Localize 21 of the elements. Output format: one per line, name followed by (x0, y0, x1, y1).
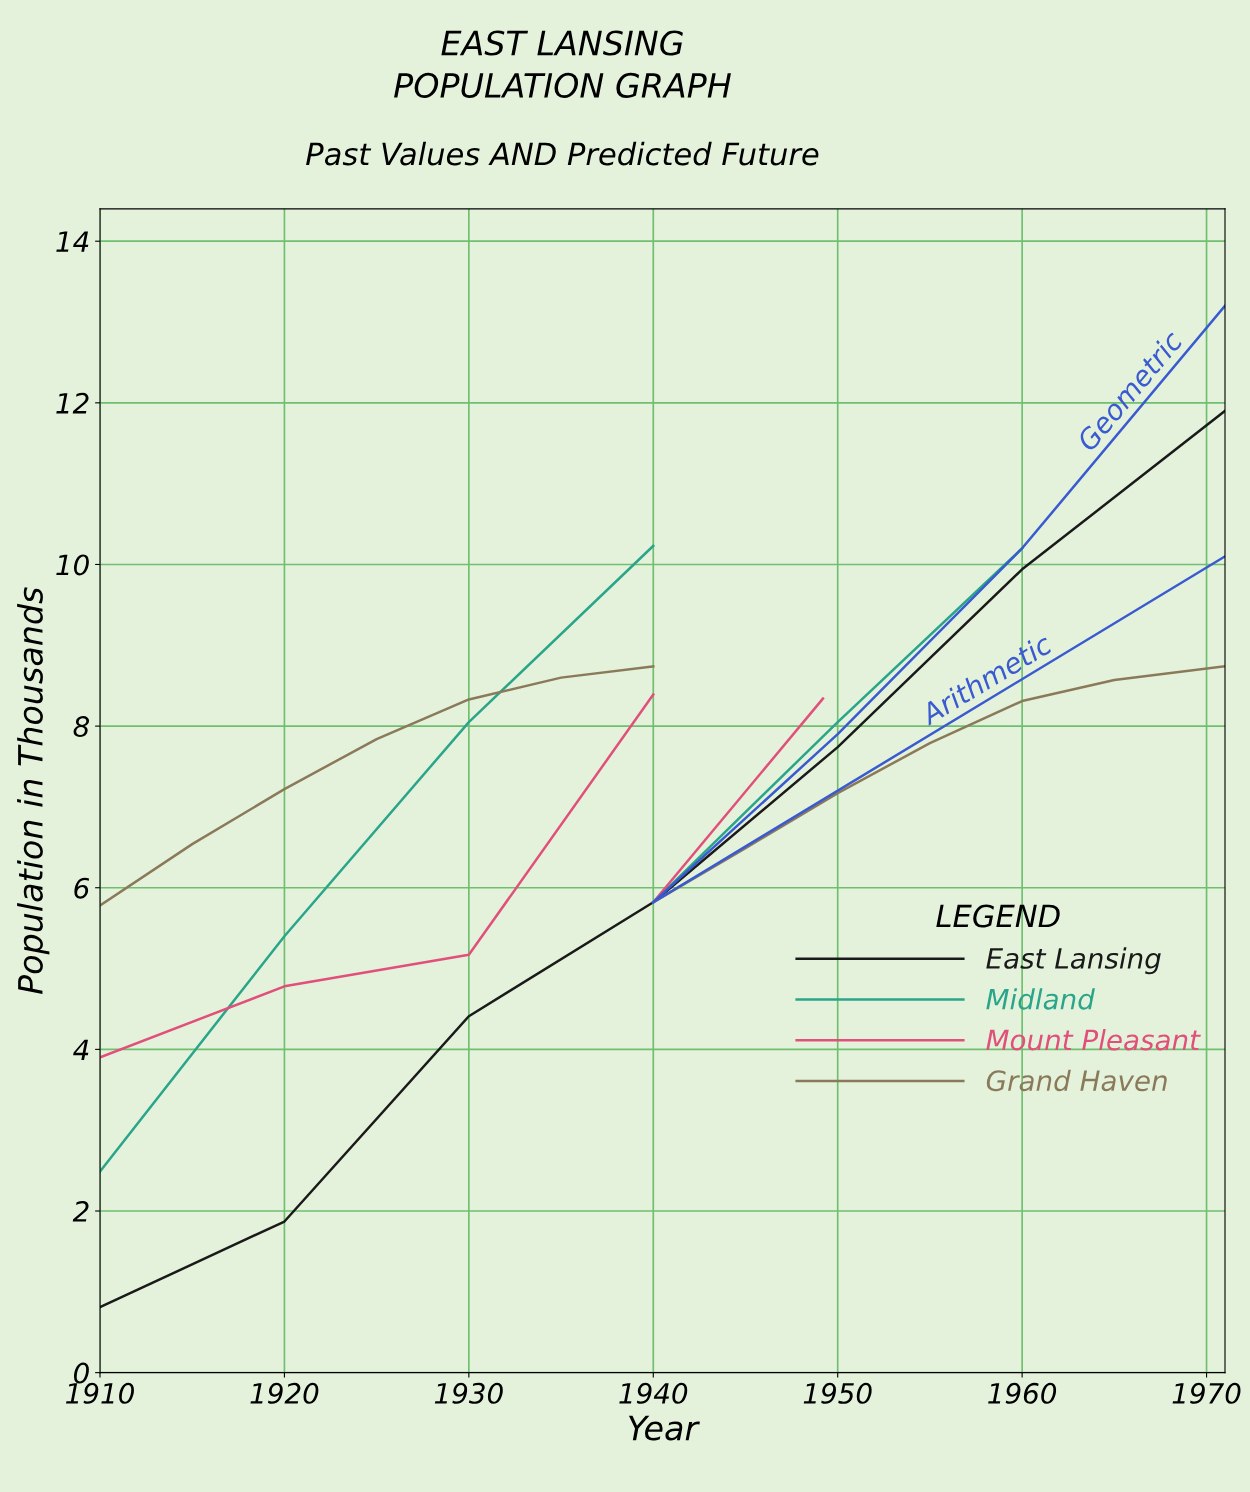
x-tick-label: 1930 (434, 1382, 503, 1404)
x-tick-label: 1970 (1172, 1382, 1241, 1404)
x-tick-label: 1960 (988, 1382, 1057, 1404)
y-tick-label: 6 (74, 877, 90, 899)
y-tick-label: 14 (56, 231, 89, 252)
x-tick-label: 1920 (250, 1382, 319, 1404)
legend-title: LEGEND (936, 904, 1060, 928)
chart-title: EAST LANSING POPULATION GRAPH (394, 30, 731, 99)
x-tick-label: 1910 (66, 1382, 134, 1404)
x-tick-label: 1940 (619, 1382, 688, 1404)
y-tick-label: 12 (56, 392, 89, 414)
y-tick-label: 10 (56, 554, 89, 576)
y-tick-label: 2 (72, 1200, 89, 1222)
x-axis-title: Year (628, 1415, 700, 1441)
text: East Lansing (986, 947, 1161, 975)
y-tick-label: 0 (73, 1362, 89, 1384)
y-tick-label: 8 (73, 716, 90, 738)
x-tick-label: 1950 (803, 1382, 872, 1404)
y-axis-title: Population in Thousands (17, 587, 50, 995)
chart-subtitle: Past Values AND Predicted Future (306, 141, 819, 166)
y-tick-label: 4 (73, 1039, 89, 1060)
